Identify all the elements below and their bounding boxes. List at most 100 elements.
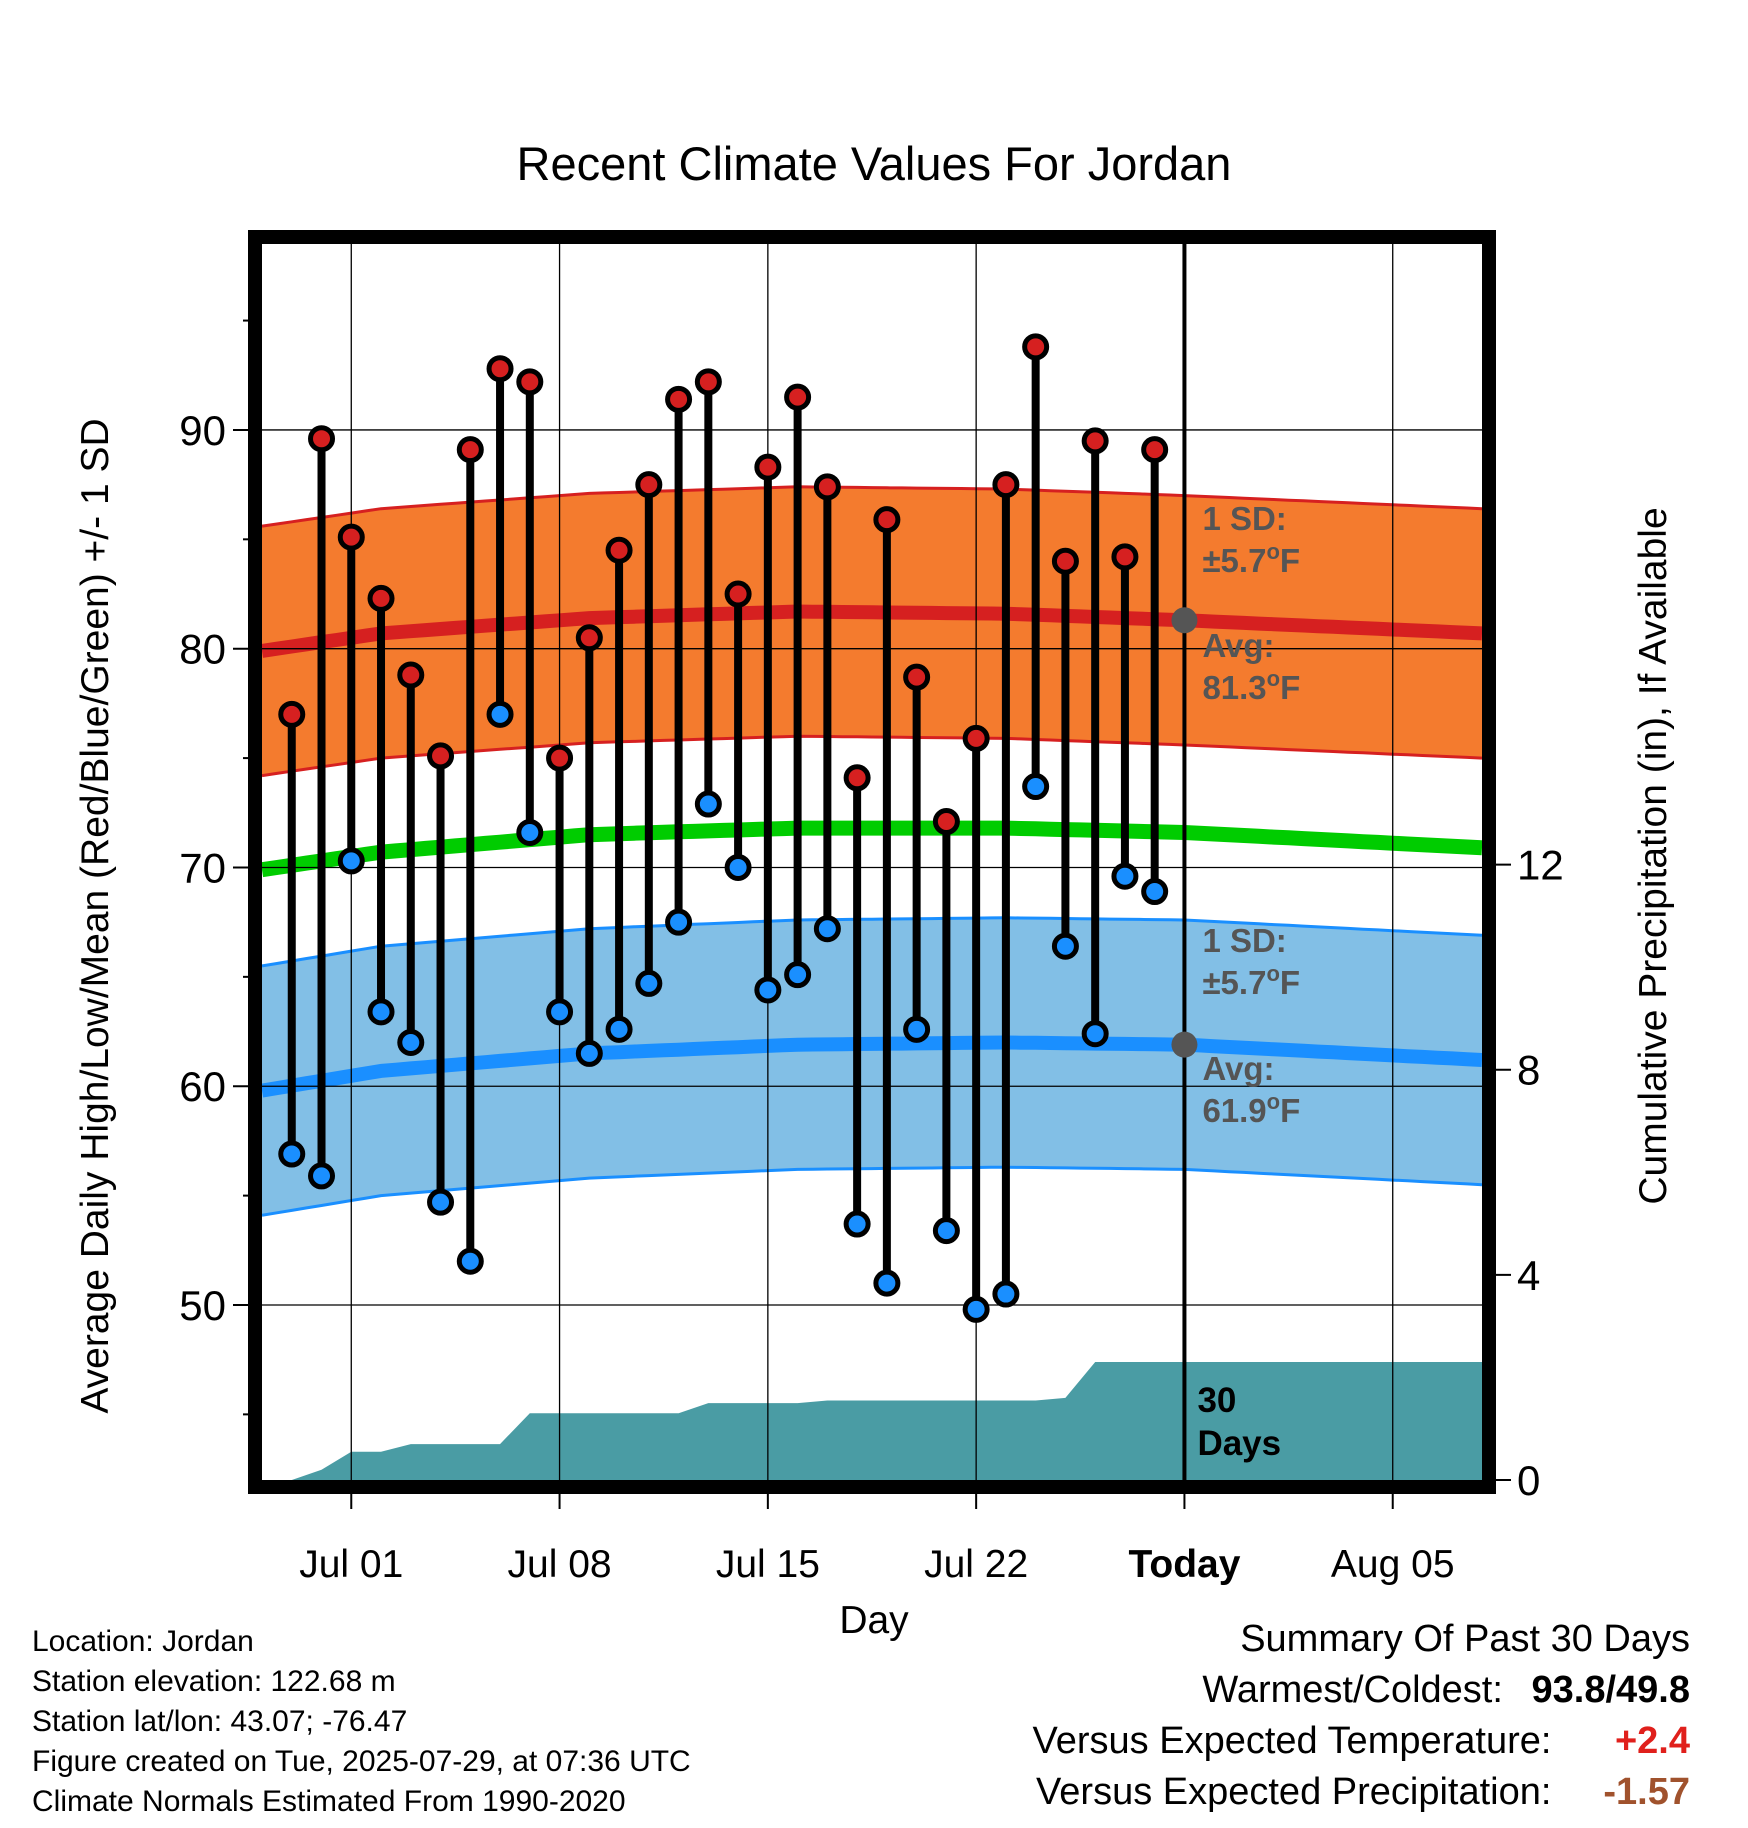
daily-low-point <box>932 1217 960 1245</box>
chart-title: Recent Climate Values For Jordan <box>517 137 1232 190</box>
y-right-tick-label: 8 <box>1517 1047 1540 1094</box>
daily-high-point <box>932 808 960 836</box>
high-normal-band <box>262 486 1482 776</box>
plot-interior <box>262 244 1482 1480</box>
warmest-value: 93.8 <box>1531 1669 1606 1711</box>
warm-cold-row: Warmest/Coldest: 93.8/49.8 <box>790 1665 1690 1716</box>
warm-cold-label: Warmest/Coldest: <box>1202 1669 1503 1711</box>
daily-high-point <box>724 580 752 608</box>
daily-high-point <box>784 383 812 411</box>
high-sd-label: 1 SD: <box>1202 500 1286 537</box>
normals-period-text: Climate Normals Estimated From 1990-2020 <box>32 1785 626 1818</box>
y-axis-right-label: Cumulative Precipitation (in), If Availa… <box>1632 507 1675 1204</box>
precip-departure-label: Versus Expected Precipitation: <box>1036 1771 1552 1813</box>
today-low-avg-marker <box>1171 1031 1198 1058</box>
location-text: Location: Jordan <box>32 1625 254 1658</box>
daily-low-point <box>516 818 544 846</box>
daily-high-point <box>546 744 574 772</box>
daily-high-point <box>754 453 782 481</box>
high-sd-value: ±5.7oF <box>1202 539 1300 579</box>
daily-low-point <box>754 976 782 1004</box>
daily-low-point <box>724 853 752 881</box>
x-tick-label: Jul 22 <box>924 1543 1028 1586</box>
days-word-label: Days <box>1197 1424 1281 1463</box>
low-sd-label: 1 SD: <box>1202 922 1286 959</box>
low-sd-value: ±5.7oF <box>1202 961 1300 1001</box>
daily-low-point <box>665 908 693 936</box>
x-tick-label: Jul 01 <box>299 1543 403 1586</box>
daily-high-point <box>397 661 425 689</box>
station-info: Location: Jordan Station elevation: 122.… <box>32 1622 852 1822</box>
daily-high-point <box>575 624 603 652</box>
daily-high-point <box>962 724 990 752</box>
high-normal-lower-edge <box>262 734 1482 778</box>
y-left-tick-label: 60 <box>179 1063 226 1110</box>
daily-low-point <box>1141 878 1169 906</box>
y-right-tick-label: 0 <box>1517 1457 1540 1504</box>
daily-low-point <box>843 1210 871 1238</box>
low-normal-band <box>262 917 1482 1216</box>
daily-low-point <box>1022 773 1050 801</box>
low-avg-label: Avg: <box>1202 1050 1274 1087</box>
daily-low-point <box>486 700 514 728</box>
daily-low-point <box>784 961 812 989</box>
high-normal-avg-line <box>262 604 1482 658</box>
y-left-tick-label: 80 <box>179 626 226 673</box>
daily-low-point <box>635 969 663 997</box>
daily-high-point <box>635 471 663 499</box>
daily-high-point <box>1141 436 1169 464</box>
x-tick-label-today: Today <box>1128 1543 1240 1586</box>
daily-low-point <box>427 1188 455 1216</box>
daily-high-point <box>308 425 336 453</box>
daily-low-point <box>992 1280 1020 1308</box>
plot-frame <box>248 230 1496 1494</box>
daily-high-point <box>605 536 633 564</box>
summary-title: Summary Of Past 30 Days <box>1240 1618 1690 1660</box>
daily-low-point <box>1081 1020 1109 1048</box>
daily-low-point <box>813 915 841 943</box>
temp-departure-label: Versus Expected Temperature: <box>1032 1720 1552 1762</box>
daily-low-point <box>962 1295 990 1323</box>
precipitation-area <box>262 1362 1482 1480</box>
daily-low-point <box>546 998 574 1026</box>
daily-high-point <box>486 355 514 383</box>
y-right-tick-label: 4 <box>1517 1252 1540 1299</box>
daily-high-point <box>903 663 931 691</box>
daily-high-point <box>337 523 365 551</box>
warm-cold-separator: / <box>1605 1669 1617 1711</box>
low-avg-value: 61.9oF <box>1202 1089 1300 1129</box>
daily-low-point <box>694 790 722 818</box>
daily-low-point <box>1111 862 1139 890</box>
x-tick-label: Jul 15 <box>716 1543 820 1586</box>
daily-low-point <box>367 998 395 1026</box>
daily-low-point <box>308 1162 336 1190</box>
summary-panel: Summary Of Past 30 Days Warmest/Coldest:… <box>790 1614 1690 1818</box>
today-high-avg-marker <box>1171 607 1198 634</box>
daily-high-point <box>1111 543 1139 571</box>
temp-departure-value: +2.4 <box>1614 1720 1690 1762</box>
daily-high-point <box>873 506 901 534</box>
daily-high-point <box>665 385 693 413</box>
daily-low-point <box>1051 932 1079 960</box>
x-axis-label: Day <box>839 1599 909 1642</box>
daily-high-point <box>427 742 455 770</box>
daily-high-point <box>278 700 306 728</box>
warm-cold-values: 93.8/49.8 <box>1532 1665 1691 1716</box>
precip-departure-row: Versus Expected Precipitation: -1.57 <box>790 1767 1690 1818</box>
low-normal-upper-edge <box>262 916 1482 968</box>
daily-high-point <box>992 471 1020 499</box>
daily-high-point <box>813 473 841 501</box>
low-normal-avg-line <box>262 1035 1482 1098</box>
created-text: Figure created on Tue, 2025-07-29, at 07… <box>32 1745 691 1778</box>
daily-low-point <box>903 1015 931 1043</box>
high-normal-upper-edge <box>262 485 1482 528</box>
x-tick-label: Aug 05 <box>1331 1543 1455 1586</box>
daily-high-point <box>694 368 722 396</box>
high-avg-label: Avg: <box>1202 627 1274 664</box>
y-left-tick-label: 90 <box>179 407 226 454</box>
y-right-tick-label: 12 <box>1517 842 1564 889</box>
high-avg-value: 81.3oF <box>1202 666 1300 706</box>
daily-low-point <box>278 1140 306 1168</box>
daily-high-point <box>1022 333 1050 361</box>
temp-departure-row: Versus Expected Temperature: +2.4 <box>790 1716 1690 1767</box>
